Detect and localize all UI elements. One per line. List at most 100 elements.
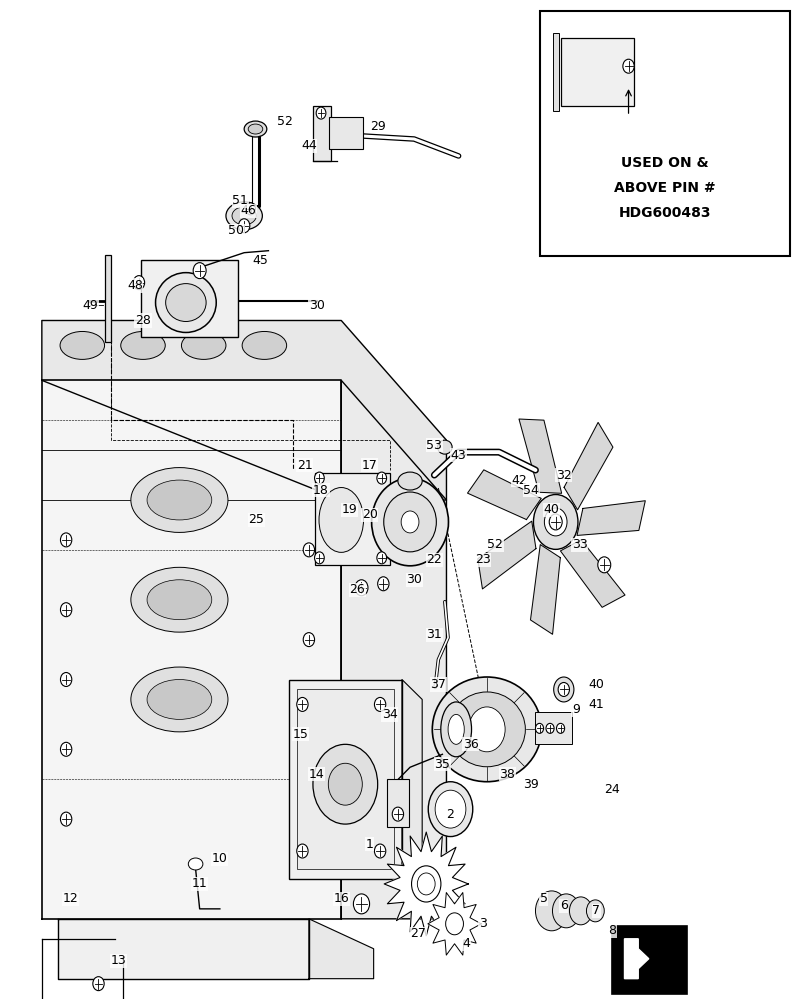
Text: 53: 53 xyxy=(426,439,442,452)
Text: 41: 41 xyxy=(587,698,603,711)
Text: 45: 45 xyxy=(252,254,268,267)
Ellipse shape xyxy=(533,495,577,549)
Polygon shape xyxy=(58,919,308,979)
Polygon shape xyxy=(530,545,560,634)
Ellipse shape xyxy=(437,440,452,454)
Ellipse shape xyxy=(448,714,464,744)
Text: 48: 48 xyxy=(127,279,143,292)
Circle shape xyxy=(377,577,388,591)
Polygon shape xyxy=(42,380,341,919)
Bar xyxy=(534,712,571,744)
Text: 50: 50 xyxy=(228,224,244,237)
Bar xyxy=(328,117,363,149)
Text: 28: 28 xyxy=(135,314,151,327)
Ellipse shape xyxy=(543,508,566,536)
Polygon shape xyxy=(518,419,561,493)
Text: 34: 34 xyxy=(381,708,397,721)
Text: 33: 33 xyxy=(572,538,587,551)
Circle shape xyxy=(374,844,385,858)
Text: 52: 52 xyxy=(277,115,292,128)
Ellipse shape xyxy=(584,56,615,86)
Circle shape xyxy=(303,722,314,736)
Ellipse shape xyxy=(431,677,541,782)
Circle shape xyxy=(303,633,314,647)
Ellipse shape xyxy=(225,202,262,230)
Text: 8: 8 xyxy=(607,924,616,937)
Circle shape xyxy=(92,977,104,991)
Ellipse shape xyxy=(553,677,573,702)
Text: 1: 1 xyxy=(365,838,373,851)
Text: USED ON &: USED ON & xyxy=(620,156,708,170)
Ellipse shape xyxy=(165,284,206,321)
Circle shape xyxy=(353,894,369,914)
Ellipse shape xyxy=(371,478,448,566)
Text: 22: 22 xyxy=(426,553,442,566)
Text: 24: 24 xyxy=(603,783,620,796)
Ellipse shape xyxy=(417,873,435,895)
Bar xyxy=(140,260,238,337)
Text: 18: 18 xyxy=(313,484,328,497)
Circle shape xyxy=(314,552,324,564)
Circle shape xyxy=(296,697,307,711)
Text: 54: 54 xyxy=(523,484,539,497)
Circle shape xyxy=(534,723,543,733)
Text: 19: 19 xyxy=(341,503,357,516)
Text: 42: 42 xyxy=(511,474,526,487)
Text: 2: 2 xyxy=(446,808,454,821)
Circle shape xyxy=(133,276,144,290)
Ellipse shape xyxy=(147,580,212,620)
Circle shape xyxy=(597,557,610,573)
Polygon shape xyxy=(467,470,541,520)
Ellipse shape xyxy=(319,488,363,552)
Ellipse shape xyxy=(435,790,466,828)
Text: 36: 36 xyxy=(462,738,478,751)
Ellipse shape xyxy=(244,121,267,137)
Text: 37: 37 xyxy=(430,678,446,691)
Circle shape xyxy=(545,723,553,733)
Circle shape xyxy=(557,682,569,696)
Polygon shape xyxy=(564,422,612,510)
Text: 29: 29 xyxy=(369,120,385,133)
Circle shape xyxy=(376,552,386,564)
Text: 3: 3 xyxy=(478,917,487,930)
Text: 9: 9 xyxy=(571,703,579,716)
Circle shape xyxy=(548,514,561,530)
Ellipse shape xyxy=(131,468,228,532)
Text: 27: 27 xyxy=(410,927,426,940)
Circle shape xyxy=(303,543,314,557)
Circle shape xyxy=(60,533,71,547)
Ellipse shape xyxy=(181,331,225,359)
Ellipse shape xyxy=(440,702,471,757)
Circle shape xyxy=(193,263,206,279)
Polygon shape xyxy=(560,540,624,607)
Ellipse shape xyxy=(131,567,228,632)
Text: 49: 49 xyxy=(83,299,98,312)
Circle shape xyxy=(314,472,324,484)
Text: 43: 43 xyxy=(450,449,466,462)
Text: 46: 46 xyxy=(240,204,255,217)
Text: 4: 4 xyxy=(462,937,470,950)
Polygon shape xyxy=(401,680,422,899)
Circle shape xyxy=(374,697,385,711)
Circle shape xyxy=(246,203,255,215)
Ellipse shape xyxy=(312,744,377,824)
Circle shape xyxy=(622,59,633,73)
Text: 13: 13 xyxy=(111,954,127,967)
Text: 40: 40 xyxy=(587,678,603,691)
Ellipse shape xyxy=(575,47,624,95)
Ellipse shape xyxy=(121,331,165,359)
Bar xyxy=(296,689,393,869)
Ellipse shape xyxy=(397,472,422,490)
Ellipse shape xyxy=(147,680,212,719)
Text: 16: 16 xyxy=(333,892,349,905)
Bar xyxy=(552,33,558,111)
Circle shape xyxy=(376,472,386,484)
Ellipse shape xyxy=(551,894,579,928)
Circle shape xyxy=(60,673,71,686)
Text: 40: 40 xyxy=(543,503,559,516)
Circle shape xyxy=(354,580,367,596)
Polygon shape xyxy=(427,893,481,955)
Ellipse shape xyxy=(232,207,256,225)
Text: 15: 15 xyxy=(293,728,308,741)
Text: 39: 39 xyxy=(523,778,539,791)
